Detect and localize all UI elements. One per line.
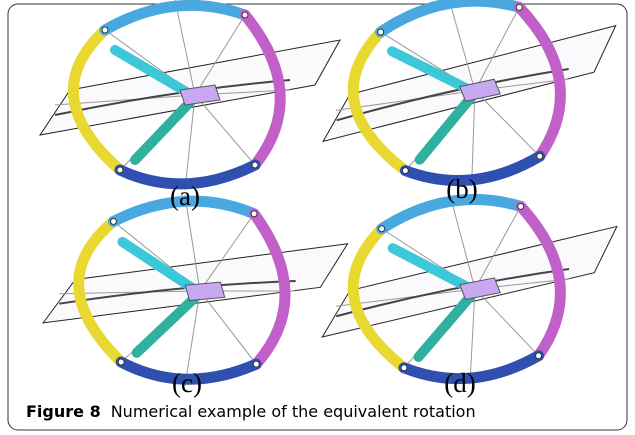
panel-image xyxy=(40,0,340,190)
panel-label: (a) xyxy=(170,181,200,211)
caption-text: Numerical example of the equivalent rota… xyxy=(111,402,476,421)
caption: Figure 8 Numerical example of the equival… xyxy=(26,402,476,421)
figure: (a) (b) (c) (d) Figure 8 Numerical exampl… xyxy=(0,0,635,435)
caption-label: Figure 8 xyxy=(26,402,101,421)
panel-label: (c) xyxy=(172,368,202,398)
panel-label: (d) xyxy=(444,368,475,398)
panel-image xyxy=(314,0,627,196)
panel-image xyxy=(40,188,350,393)
panel-label: (b) xyxy=(446,174,477,204)
panel-image xyxy=(315,186,625,391)
